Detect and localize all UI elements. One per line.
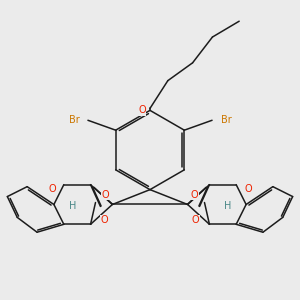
- Text: Br: Br: [220, 115, 231, 125]
- Text: H: H: [224, 202, 231, 212]
- Text: O: O: [100, 215, 108, 225]
- Text: O: O: [102, 190, 109, 200]
- Text: O: O: [192, 215, 200, 225]
- Text: O: O: [244, 184, 252, 194]
- Text: O: O: [48, 184, 56, 194]
- Text: O: O: [191, 190, 198, 200]
- Text: H: H: [69, 202, 76, 212]
- Text: O: O: [138, 105, 146, 116]
- Text: Br: Br: [69, 115, 80, 125]
